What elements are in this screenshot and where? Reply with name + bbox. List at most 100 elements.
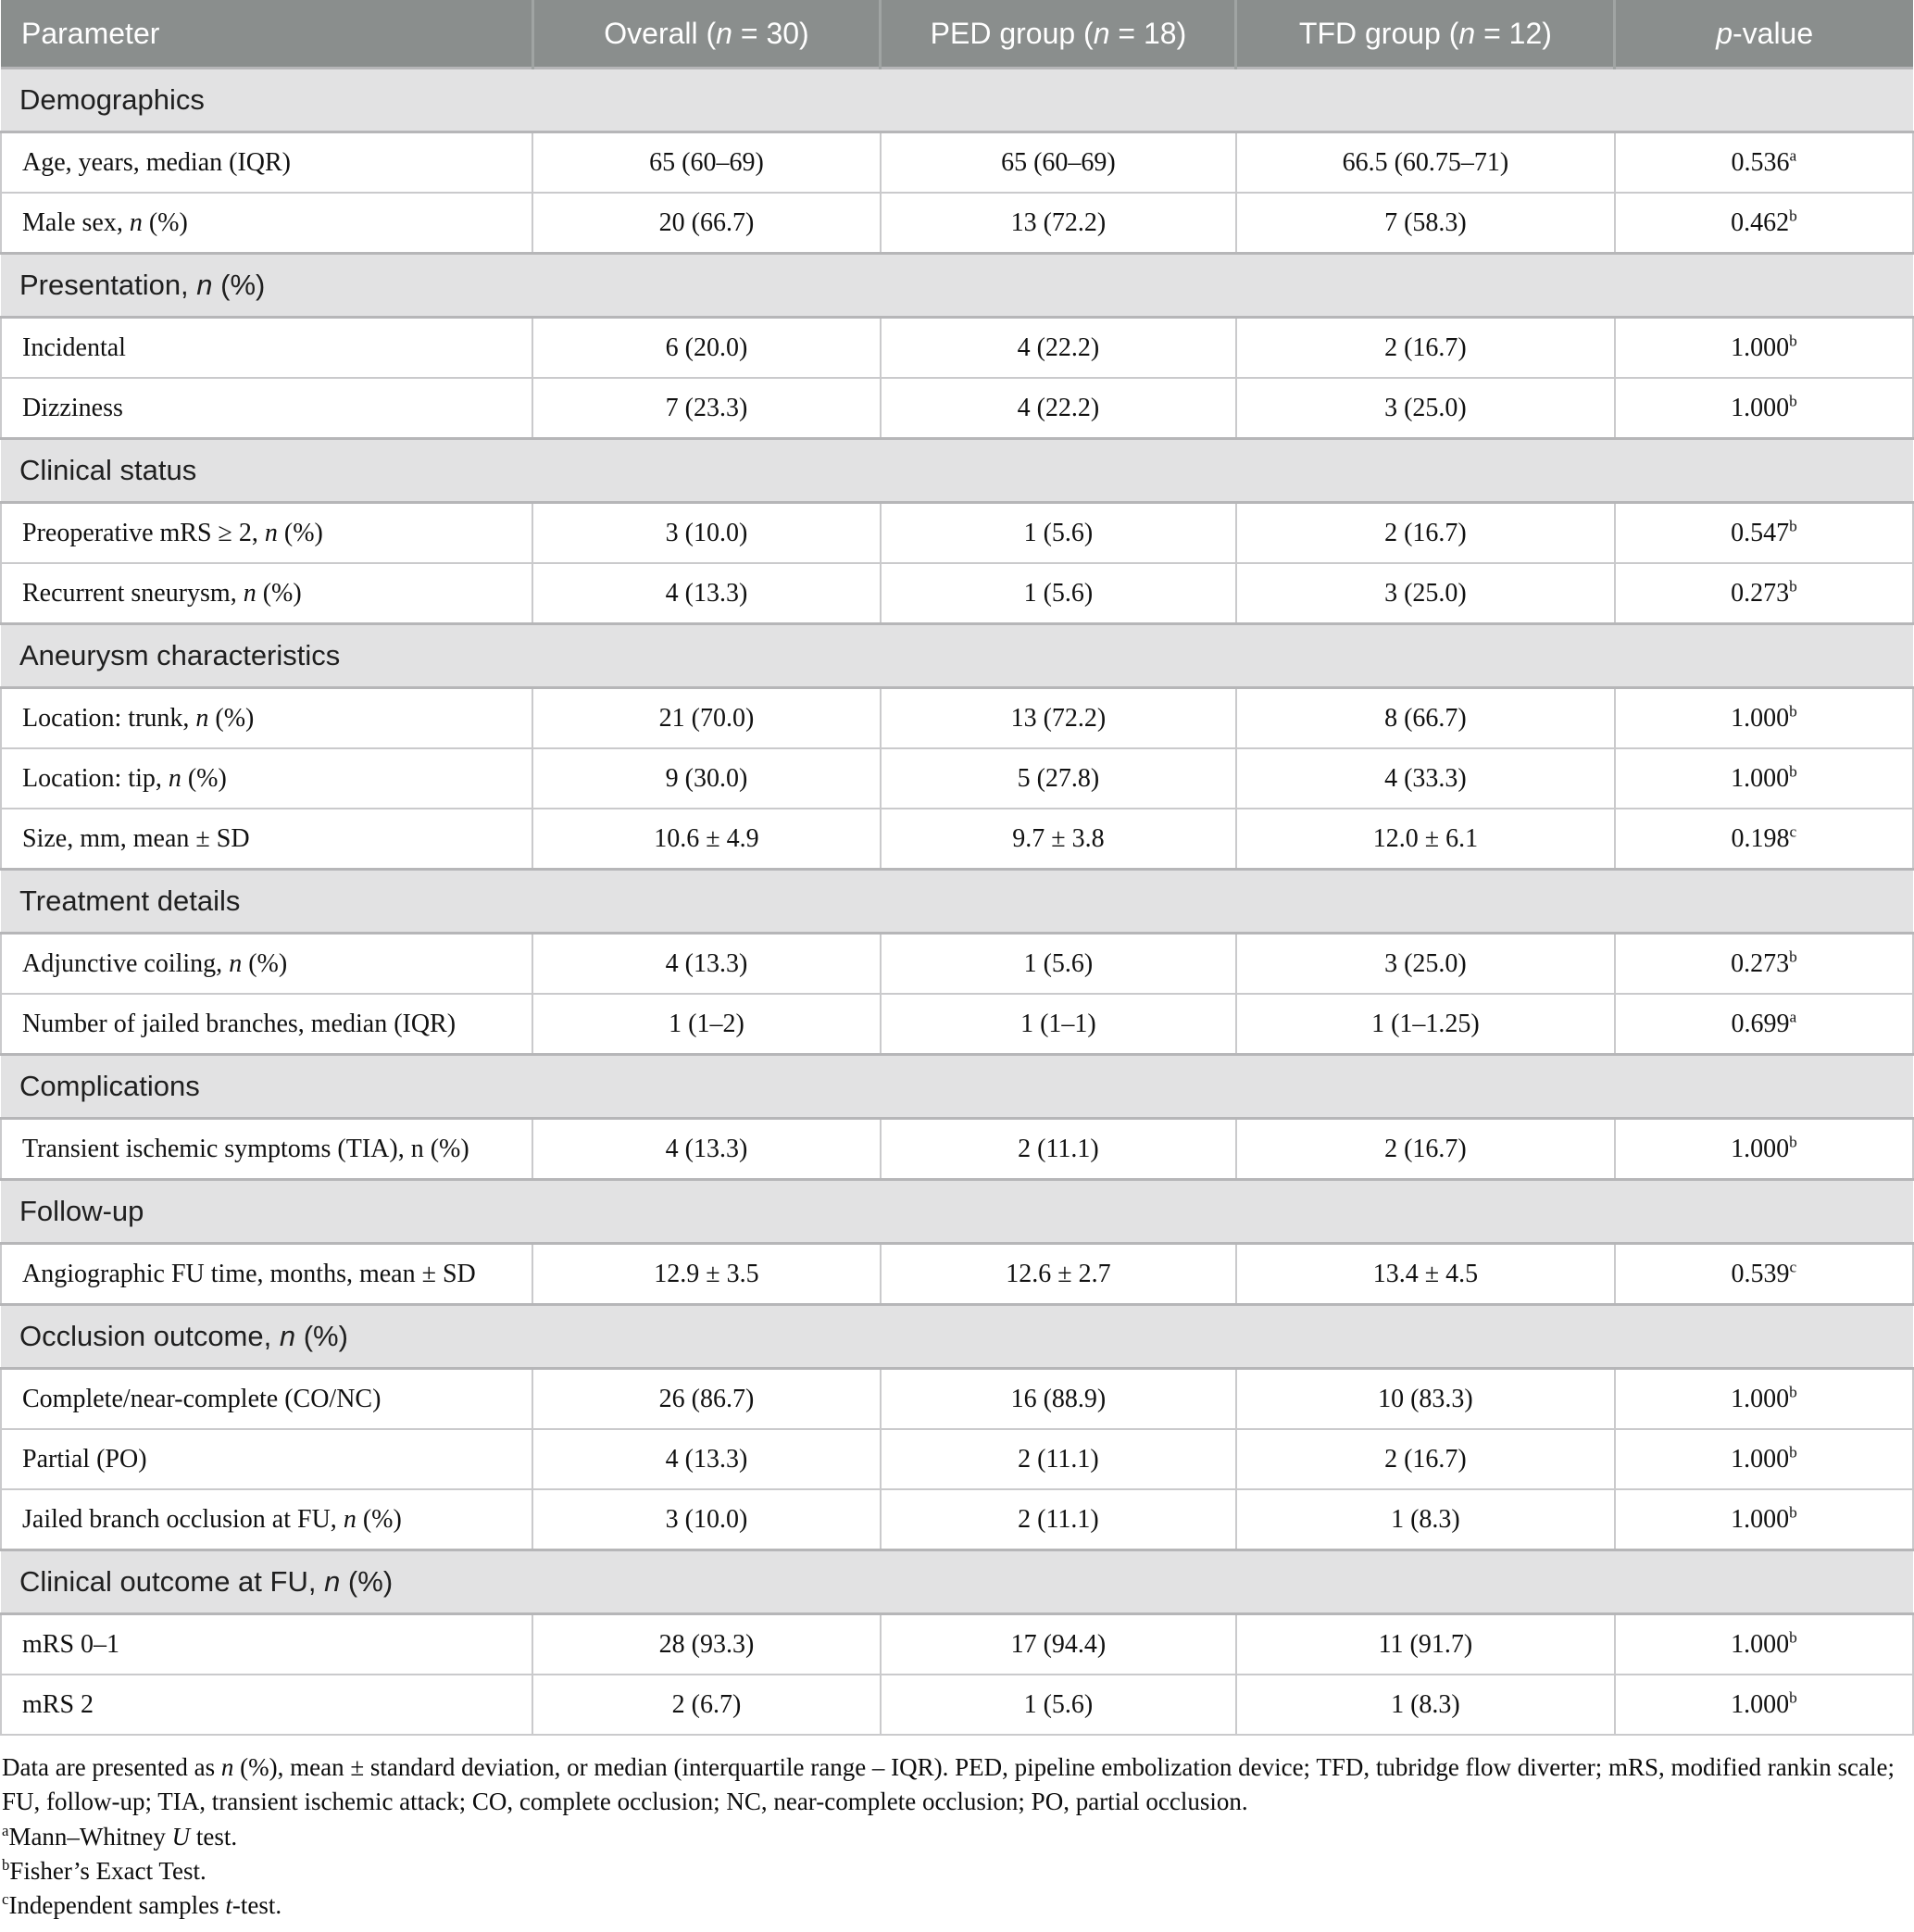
- value-cell: 66.5 (60.75–71): [1234, 131, 1616, 194]
- value-cell: 3 (25.0): [1234, 562, 1616, 625]
- value-cell: 12.6 ± 2.7: [879, 1242, 1237, 1306]
- section-title: Clinical outcome at FU, n (%): [1, 1549, 1913, 1615]
- row-label: Partial (PO): [0, 1428, 534, 1490]
- value-cell: 16 (88.9): [879, 1367, 1237, 1430]
- table-row: Size, mm, mean ± SD 10.6 ± 4.9 9.7 ± 3.8 12…: [0, 808, 1914, 871]
- value-cell: 2 (6.7): [532, 1674, 882, 1736]
- footnote-line: cIndependent samples t-test.: [2, 1890, 282, 1919]
- value-cell: 20 (66.7): [532, 192, 882, 255]
- value-cell: 13 (72.2): [879, 192, 1237, 255]
- p-value-cell: 1.000b: [1613, 747, 1914, 809]
- row-label: mRS 2: [0, 1674, 534, 1736]
- row-label: Male sex, n (%): [0, 192, 534, 255]
- p-value-cell: 1.000b: [1613, 1367, 1914, 1430]
- section-row: Complications: [1, 1053, 1913, 1120]
- p-value-cell: 1.000b: [1613, 1488, 1914, 1551]
- row-label: Angiographic FU time, months, mean ± SD: [0, 1242, 534, 1306]
- table-row: Male sex, n (%) 20 (66.7) 13 (72.2) 7 (58.3…: [0, 192, 1914, 255]
- section-row: Demographics: [1, 67, 1913, 133]
- value-cell: 4 (13.3): [532, 1117, 882, 1181]
- value-cell: 12.9 ± 3.5: [532, 1242, 882, 1306]
- p-value-cell: 0.699a: [1613, 993, 1914, 1056]
- section-title: Clinical status: [1, 437, 1913, 504]
- row-label: Complete/near-complete (CO/NC): [0, 1367, 534, 1430]
- value-cell: 1 (5.6): [879, 501, 1237, 564]
- col-header-ped-group: PED group (n = 18): [880, 0, 1238, 69]
- table-row: Transient ischemic symptoms (TIA), n (%)…: [0, 1117, 1914, 1181]
- table-row: Jailed branch occlusion at FU, n (%) 3 (1…: [0, 1488, 1914, 1551]
- row-label: Transient ischemic symptoms (TIA), n (%): [0, 1117, 534, 1181]
- p-value-cell: 0.536a: [1613, 131, 1914, 194]
- row-label: Location: tip, n (%): [0, 747, 534, 809]
- p-value-cell: 1.000b: [1613, 1674, 1914, 1736]
- value-cell: 1 (1–2): [532, 993, 882, 1056]
- section-title: Follow-up: [1, 1178, 1913, 1245]
- table-row: Location: tip, n (%) 9 (30.0) 5 (27.8) 4 (3…: [0, 747, 1914, 809]
- value-cell: 7 (58.3): [1234, 192, 1616, 255]
- p-value-cell: 0.547b: [1613, 501, 1914, 564]
- value-cell: 17 (94.4): [879, 1612, 1237, 1675]
- section-row: Aneurysm characteristics: [1, 622, 1913, 689]
- row-label: Adjunctive coiling, n (%): [0, 932, 534, 995]
- row-label: Location: trunk, n (%): [0, 686, 534, 749]
- value-cell: 9.7 ± 3.8: [879, 808, 1237, 871]
- value-cell: 11 (91.7): [1234, 1612, 1616, 1675]
- value-cell: 1 (1–1): [879, 993, 1237, 1056]
- section-row: Treatment details: [1, 868, 1913, 935]
- table-row: Partial (PO) 4 (13.3) 2 (11.1) 2 (16.7) 1.00…: [0, 1428, 1914, 1490]
- outcomes-table: Parameter Overall (n = 30) PED group (n …: [0, 0, 1914, 1736]
- p-value-cell: 1.000b: [1613, 316, 1914, 379]
- value-cell: 2 (16.7): [1234, 1428, 1616, 1490]
- value-cell: 1 (5.6): [879, 932, 1237, 995]
- footnote-line: aMann–Whitney U test.: [2, 1821, 238, 1850]
- p-value-cell: 0.198c: [1613, 808, 1914, 871]
- value-cell: 4 (13.3): [532, 562, 882, 625]
- value-cell: 8 (66.7): [1234, 686, 1616, 749]
- p-value-cell: 1.000b: [1613, 377, 1914, 440]
- value-cell: 2 (16.7): [1234, 1117, 1616, 1181]
- value-cell: 9 (30.0): [532, 747, 882, 809]
- table-row: Dizziness 7 (23.3) 4 (22.2) 3 (25.0) 1.000b: [0, 377, 1914, 440]
- value-cell: 13 (72.2): [879, 686, 1237, 749]
- value-cell: 3 (25.0): [1234, 932, 1616, 995]
- col-header-tfd-group: TFD group (n = 12): [1235, 0, 1617, 69]
- value-cell: 7 (23.3): [532, 377, 882, 440]
- section-row: Follow-up: [1, 1178, 1913, 1245]
- table-row: Angiographic FU time, months, mean ± SD 1…: [0, 1242, 1914, 1306]
- value-cell: 4 (22.2): [879, 377, 1237, 440]
- table-row: Incidental 6 (20.0) 4 (22.2) 2 (16.7) 1.000b: [0, 316, 1914, 379]
- value-cell: 2 (11.1): [879, 1428, 1237, 1490]
- value-cell: 13.4 ± 4.5: [1234, 1242, 1616, 1306]
- table-row: Complete/near-complete (CO/NC) 26 (86.7) 1…: [0, 1367, 1914, 1430]
- p-value-cell: 1.000b: [1613, 686, 1914, 749]
- value-cell: 5 (27.8): [879, 747, 1237, 809]
- value-cell: 2 (16.7): [1234, 501, 1616, 564]
- value-cell: 65 (60–69): [879, 131, 1237, 194]
- section-title: Complications: [1, 1053, 1913, 1120]
- value-cell: 28 (93.3): [532, 1612, 882, 1675]
- value-cell: 2 (11.1): [879, 1117, 1237, 1181]
- value-cell: 6 (20.0): [532, 316, 882, 379]
- table-row: Recurrent sneurysm, n (%) 4 (13.3) 1 (5.6)…: [0, 562, 1914, 625]
- row-label: Incidental: [0, 316, 534, 379]
- table-header: Parameter Overall (n = 30) PED group (n …: [1, 0, 1913, 69]
- p-value-cell: 1.000b: [1613, 1428, 1914, 1490]
- value-cell: 10.6 ± 4.9: [532, 808, 882, 871]
- value-cell: 2 (16.7): [1234, 316, 1616, 379]
- footnote-line: Data are presented as n (%), mean ± stan…: [2, 1753, 1895, 1816]
- section-row: Clinical status: [1, 437, 1913, 504]
- footnotes: Data are presented as n (%), mean ± stan…: [0, 1736, 1914, 1932]
- section-title: Presentation, n (%): [1, 252, 1913, 319]
- value-cell: 4 (22.2): [879, 316, 1237, 379]
- section-title: Demographics: [1, 67, 1913, 133]
- table-row: Location: trunk, n (%) 21 (70.0) 13 (72.2)…: [0, 686, 1914, 749]
- p-value-cell: 0.462b: [1613, 192, 1914, 255]
- value-cell: 4 (13.3): [532, 1428, 882, 1490]
- p-value-cell: 0.273b: [1613, 562, 1914, 625]
- col-header-parameter: Parameter: [1, 0, 534, 69]
- value-cell: 3 (25.0): [1234, 377, 1616, 440]
- section-row: Clinical outcome at FU, n (%): [1, 1549, 1913, 1615]
- value-cell: 21 (70.0): [532, 686, 882, 749]
